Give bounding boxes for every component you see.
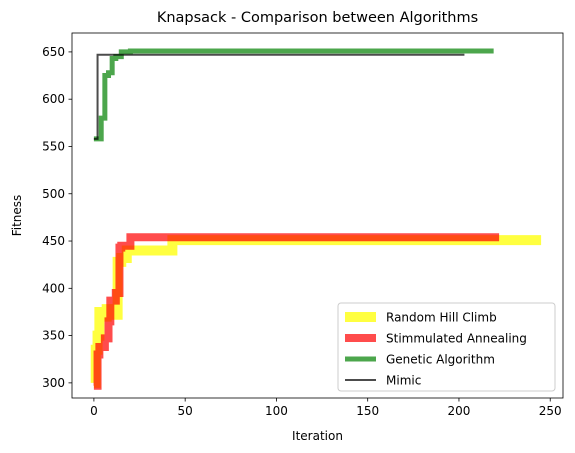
x-tick-label: 0	[90, 404, 98, 418]
legend: Random Hill Climb Stimmulated Annealing Ge…	[337, 302, 556, 392]
plot-frame	[71, 32, 564, 399]
x-tick-label: 150	[356, 404, 379, 418]
series-line-mimic	[93, 53, 465, 140]
y-axis: 300 350 400 450 500 550 600 650	[42, 45, 72, 390]
legend-label: Stimmulated Annealing	[386, 332, 527, 346]
legend-label: Random Hill Climb	[386, 311, 497, 325]
x-axis-label: Iteration	[292, 429, 343, 443]
legend-label: Mimic	[386, 374, 421, 388]
y-tick-label: 600	[42, 92, 65, 106]
y-tick-label: 650	[42, 45, 65, 59]
y-tick-label: 450	[42, 234, 65, 248]
x-axis: 0 50 100 150 200 250	[90, 398, 562, 418]
series-line-stimmulated-annealing	[93, 233, 500, 390]
y-tick-label: 550	[42, 139, 65, 153]
x-tick-label: 50	[178, 404, 193, 418]
y-axis-label: Fitness	[10, 195, 24, 237]
x-tick-label: 250	[539, 404, 562, 418]
legend-label: Genetic Algorithm	[386, 353, 495, 367]
x-tick-label: 200	[448, 404, 471, 418]
x-tick-label: 100	[265, 404, 288, 418]
series-layer	[90, 48, 542, 390]
y-tick-label: 400	[42, 281, 65, 295]
y-tick-label: 500	[42, 187, 65, 201]
series-line-genetic-algorithm	[93, 48, 494, 142]
chart-title: Knapsack - Comparison between Algorithms	[157, 10, 478, 26]
y-tick-label: 350	[42, 329, 65, 343]
legend-box	[337, 302, 556, 392]
y-tick-label: 300	[42, 376, 65, 390]
